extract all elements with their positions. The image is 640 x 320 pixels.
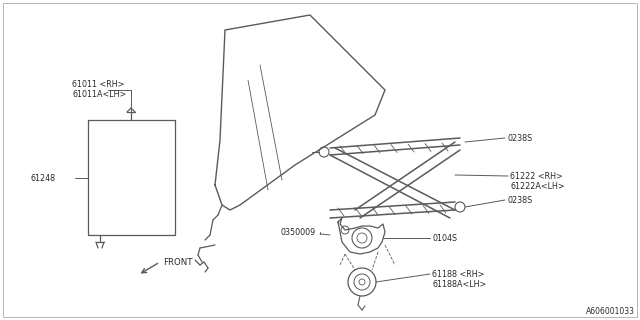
Text: FRONT: FRONT — [163, 258, 193, 267]
Text: 61011 <RH>: 61011 <RH> — [72, 80, 124, 89]
Text: 61222A<LH>: 61222A<LH> — [510, 182, 564, 191]
Text: 0104S: 0104S — [432, 234, 457, 243]
Text: 0238S: 0238S — [507, 196, 532, 205]
Text: 61011A<LH>: 61011A<LH> — [72, 90, 126, 99]
Text: 61188 <RH>: 61188 <RH> — [432, 270, 484, 279]
Text: 61222 <RH>: 61222 <RH> — [510, 172, 563, 181]
Text: A606001033: A606001033 — [586, 307, 635, 316]
Text: 0350009: 0350009 — [280, 228, 316, 237]
Text: 0238S: 0238S — [507, 134, 532, 143]
Text: 61188A<LH>: 61188A<LH> — [432, 280, 486, 289]
Text: 61248: 61248 — [30, 174, 55, 183]
